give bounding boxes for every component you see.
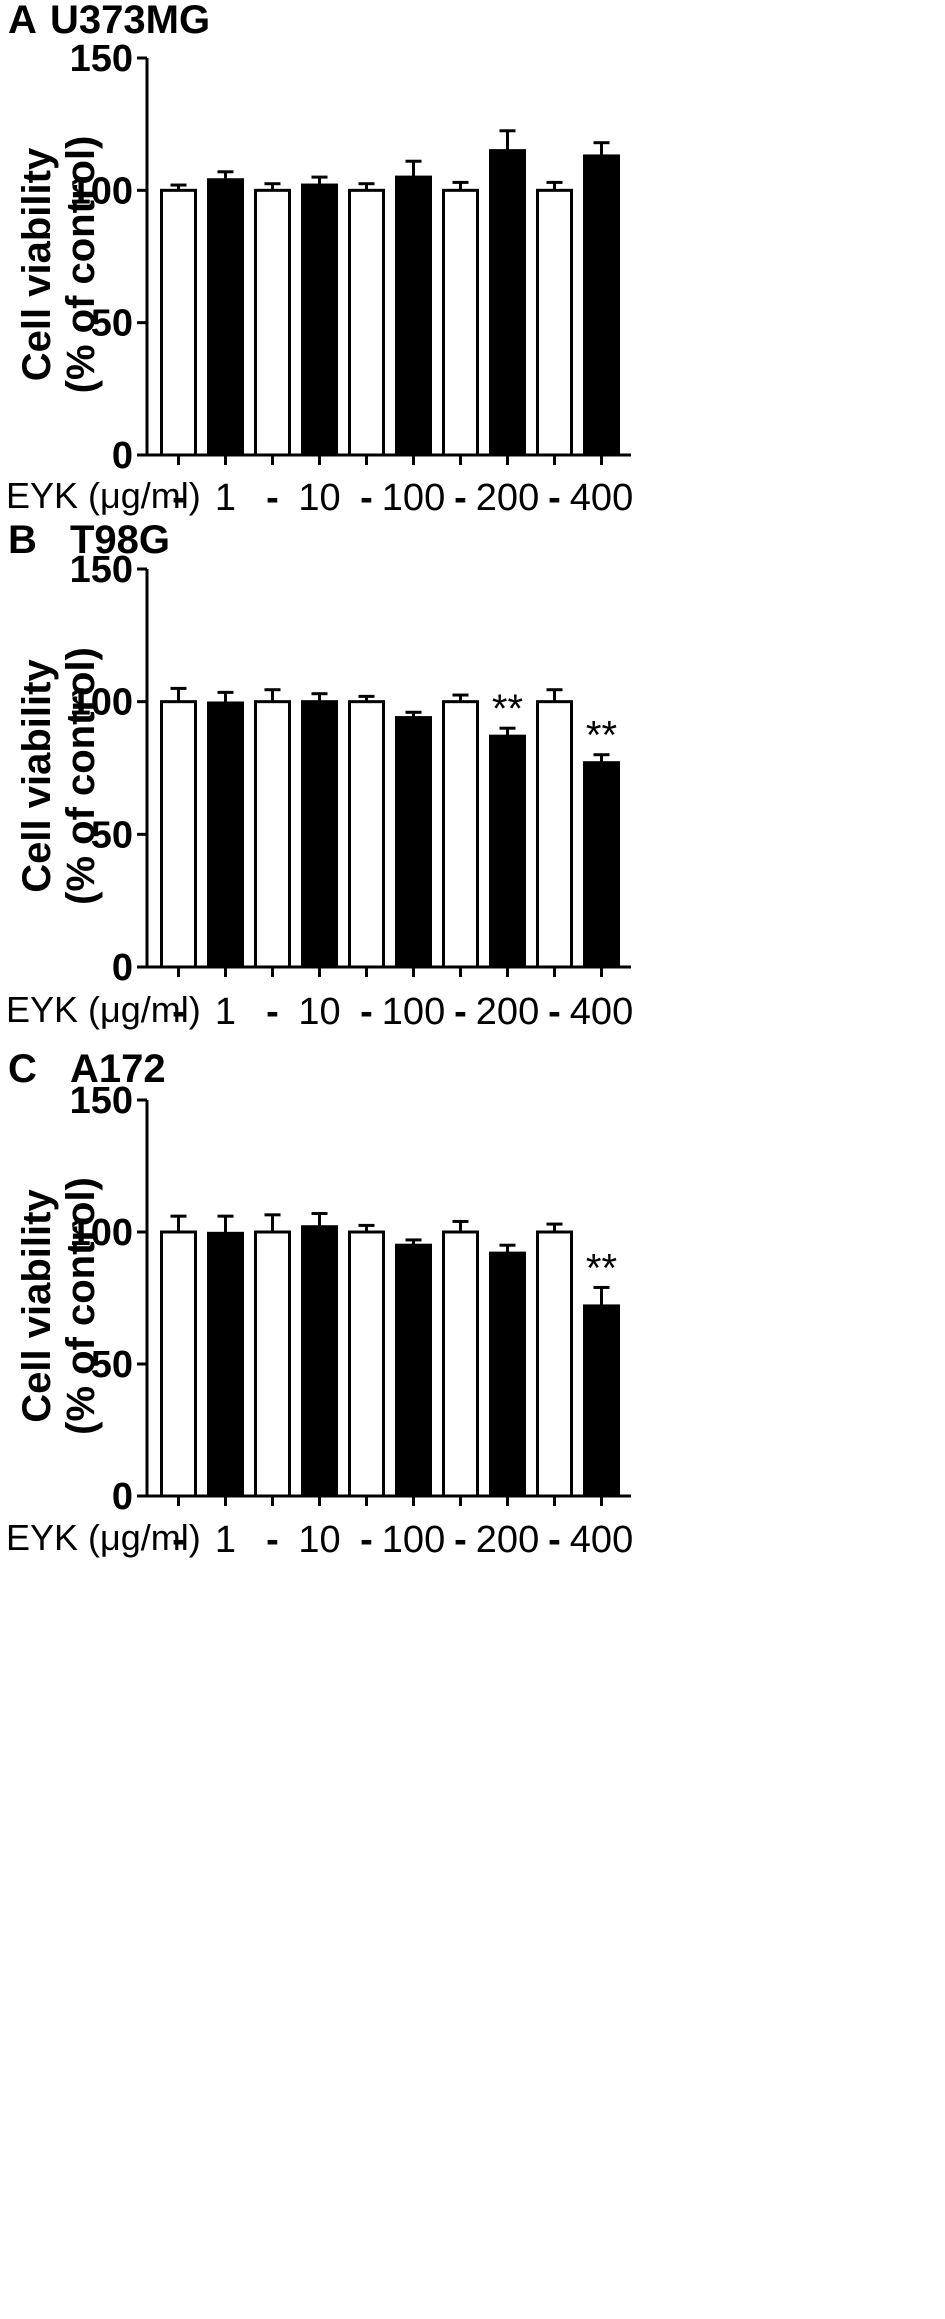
x-tick-label: - xyxy=(172,1519,185,1561)
y-axis-label: Cell viability xyxy=(15,147,59,381)
bar-control xyxy=(442,1230,479,1498)
x-tick-label: - xyxy=(172,477,185,519)
panel-title: A172 xyxy=(70,1047,166,1091)
bar-treated xyxy=(395,175,432,457)
x-tick-label: 1 xyxy=(215,477,236,519)
y-tick-label: 50 xyxy=(91,303,133,345)
y-axis-label: (% of control) xyxy=(59,1177,103,1435)
x-tick-label: - xyxy=(360,991,373,1033)
bar-treated xyxy=(207,701,244,969)
x-tick-label: - xyxy=(172,991,185,1033)
x-tick-label: 200 xyxy=(476,991,539,1033)
y-axis-label: (% of control) xyxy=(59,647,103,905)
bar-control xyxy=(442,700,479,969)
bar-treated xyxy=(301,1225,338,1498)
bar-control xyxy=(536,188,573,457)
y-tick-label: 50 xyxy=(91,1344,133,1386)
y-tick-label: 0 xyxy=(112,947,133,989)
panel-letter: C xyxy=(8,1047,37,1091)
x-tick-label: - xyxy=(454,1519,467,1561)
x-tick-label: 100 xyxy=(382,1519,445,1561)
panel-title: U373MG xyxy=(50,0,210,42)
x-tick-label: - xyxy=(360,477,373,519)
bar-control xyxy=(254,188,291,457)
x-axis-label: EYK (μg/ml) xyxy=(6,1517,201,1558)
x-tick-label: 100 xyxy=(382,477,445,519)
x-tick-label: - xyxy=(548,991,561,1033)
bar-control xyxy=(160,188,197,457)
bar-treated xyxy=(489,1251,526,1498)
y-tick-label: 100 xyxy=(70,682,133,724)
y-tick-label: 100 xyxy=(70,170,133,212)
bar-control xyxy=(442,188,479,457)
x-tick-label: - xyxy=(454,991,467,1033)
x-tick-label: 1 xyxy=(215,991,236,1033)
bar-control xyxy=(536,700,573,969)
y-axis-label: (% of control) xyxy=(59,136,103,394)
bar-treated xyxy=(301,183,338,457)
y-tick-label: 0 xyxy=(112,1476,133,1518)
bar-control xyxy=(254,700,291,969)
x-axis-label: EYK (μg/ml) xyxy=(6,475,201,516)
x-tick-label: 1 xyxy=(215,1519,236,1561)
bar-treated xyxy=(207,178,244,457)
x-tick-label: - xyxy=(360,1519,373,1561)
bar-treated xyxy=(395,1243,432,1498)
chart-panel-b: B T98G Cell viability (% of control)0 50 100 1… xyxy=(6,518,633,1033)
bar-treated xyxy=(301,700,338,969)
x-tick-label: 400 xyxy=(570,1519,633,1561)
panel-letter: A xyxy=(8,0,37,42)
y-tick-label: 50 xyxy=(91,814,133,856)
significance-marker: ** xyxy=(586,1246,617,1290)
bar-treated xyxy=(489,734,526,969)
x-tick-label: - xyxy=(266,1519,279,1561)
bar-control xyxy=(160,700,197,969)
y-tick-label: 0 xyxy=(112,435,133,477)
x-tick-label: - xyxy=(266,991,279,1033)
x-tick-label: 200 xyxy=(476,477,539,519)
y-tick-label: 150 xyxy=(70,1080,133,1122)
bar-treated xyxy=(207,1231,244,1498)
bar-treated xyxy=(489,149,526,457)
bar-treated xyxy=(583,761,620,969)
x-tick-label: 200 xyxy=(476,1519,539,1561)
x-tick-label: 400 xyxy=(570,991,633,1033)
x-tick-label: 10 xyxy=(298,1519,340,1561)
panel-letter: B xyxy=(8,518,37,562)
significance-marker: ** xyxy=(586,714,617,758)
bar-control xyxy=(254,1230,291,1498)
bar-treated xyxy=(583,1304,620,1498)
x-tick-label: 400 xyxy=(570,477,633,519)
x-tick-label: 10 xyxy=(298,477,340,519)
bar-treated xyxy=(395,716,432,969)
bar-treated xyxy=(583,154,620,457)
bar-control xyxy=(348,1230,385,1498)
bar-control xyxy=(348,700,385,969)
x-axis-label: EYK (μg/ml) xyxy=(6,989,201,1030)
bar-control xyxy=(536,1230,573,1498)
significance-marker: ** xyxy=(492,687,523,731)
x-tick-label: - xyxy=(548,1519,561,1561)
y-tick-label: 150 xyxy=(70,549,133,591)
chart-panel-a: A U373MG Cell viability (% of control)0 50 10… xyxy=(6,0,633,519)
x-tick-label: 10 xyxy=(298,991,340,1033)
chart-panel-c: C A172 Cell viability (% of control)0 50 100 1… xyxy=(6,1047,633,1561)
y-tick-label: 150 xyxy=(70,38,133,80)
x-tick-label: - xyxy=(454,477,467,519)
bar-control xyxy=(348,188,385,457)
y-axis-label: Cell viability xyxy=(15,1189,59,1423)
panel-title: T98G xyxy=(70,518,170,562)
x-tick-label: 100 xyxy=(382,991,445,1033)
y-tick-label: 100 xyxy=(70,1212,133,1254)
bar-control xyxy=(160,1230,197,1498)
x-tick-label: - xyxy=(548,477,561,519)
x-tick-label: - xyxy=(266,477,279,519)
y-axis-label: Cell viability xyxy=(15,659,59,893)
